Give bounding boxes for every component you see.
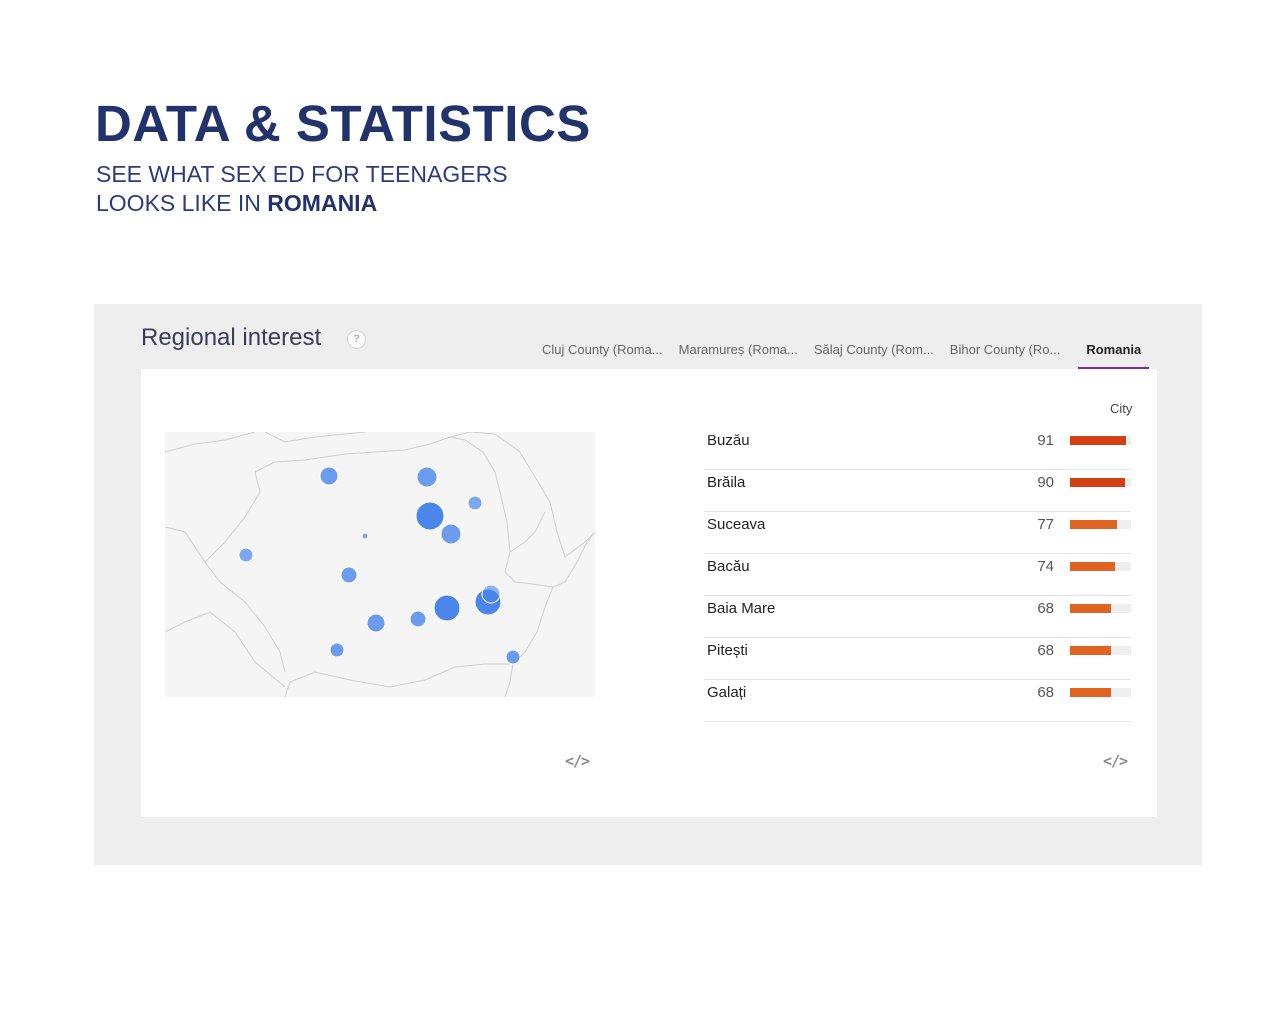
city-name: Buzău <box>707 432 750 449</box>
map-border-west-2 <box>204 561 286 673</box>
list-embed-icon[interactable]: </> <box>1103 752 1128 770</box>
bubble <box>366 613 386 633</box>
subtitle-line-1: SEE WHAT SEX ED FOR TEENAGERS <box>96 161 508 187</box>
tab-romania[interactable]: Romania <box>1078 332 1150 370</box>
city-value: 74 <box>1037 558 1054 575</box>
bubble <box>319 466 339 486</box>
region-tabs: Cluj County (Roma... Maramureș (Roma... … <box>534 332 1150 370</box>
city-bar <box>1070 478 1125 487</box>
city-bar-track <box>1070 478 1131 487</box>
city-name: Baia Mare <box>707 600 776 617</box>
map-svg <box>165 432 595 697</box>
help-icon[interactable]: ? <box>347 330 366 349</box>
regional-interest-panel: Regional interest ? Cluj County (Roma...… <box>94 304 1202 865</box>
bubble <box>415 501 445 531</box>
map-embed-icon[interactable]: </> <box>565 752 590 770</box>
bubble <box>329 642 345 658</box>
tab-cluj-county[interactable]: Cluj County (Roma... <box>542 342 663 357</box>
city-bar <box>1070 604 1112 613</box>
map-border-north-west <box>165 432 256 453</box>
city-row[interactable]: Baia Mare 68 <box>704 596 1131 638</box>
city-row[interactable]: Pitești 68 <box>704 638 1131 680</box>
city-bar-track <box>1070 436 1131 445</box>
city-value: 68 <box>1037 600 1054 617</box>
city-name: Bacău <box>707 558 750 575</box>
regional-interest-card: </> City Buzău 91 Brăila 90 Suceava 77 B… <box>141 369 1157 817</box>
city-row[interactable]: Brăila 90 <box>704 470 1131 512</box>
subtitle-country: ROMANIA <box>267 190 378 216</box>
list-header-city[interactable]: City <box>1110 401 1133 416</box>
map-border-west <box>204 471 261 563</box>
city-bar <box>1070 646 1112 655</box>
map-border-east <box>509 511 546 553</box>
city-row[interactable]: Bacău 74 <box>704 554 1131 596</box>
city-bar-track <box>1070 646 1131 655</box>
city-bar-track <box>1070 688 1131 697</box>
map-border-coast <box>552 531 595 588</box>
city-bar-track <box>1070 562 1131 571</box>
city-list: Buzău 91 Brăila 90 Suceava 77 Bacău 74 B… <box>704 428 1131 731</box>
city-name: Suceava <box>707 516 766 533</box>
bubbles <box>238 466 521 665</box>
city-bar <box>1070 520 1117 529</box>
bubble <box>440 523 462 545</box>
city-bar <box>1070 688 1112 697</box>
map-border-ukraine <box>264 432 366 443</box>
bubble <box>340 566 358 584</box>
subtitle-line-2-prefix: LOOKS LIKE IN <box>96 190 268 216</box>
city-row[interactable]: Suceava 77 <box>704 512 1131 554</box>
bubble <box>433 594 461 622</box>
city-value: 90 <box>1037 474 1054 491</box>
bubble <box>416 466 438 488</box>
panel-title: Regional interest <box>141 324 322 351</box>
city-bar <box>1070 436 1126 445</box>
romania-map[interactable] <box>165 432 595 697</box>
city-value: 68 <box>1037 684 1054 701</box>
city-row[interactable]: Buzău 91 <box>704 428 1131 470</box>
bubble <box>238 547 254 563</box>
bubble <box>505 649 521 665</box>
tab-maramures[interactable]: Maramureș (Roma... <box>678 342 798 357</box>
city-name: Galați <box>707 684 747 701</box>
map-border-romania <box>254 436 554 697</box>
map-border-south <box>284 663 510 697</box>
map-border-moldova <box>449 432 595 558</box>
city-value: 77 <box>1037 516 1054 533</box>
city-bar <box>1070 562 1116 571</box>
tab-bihor-county[interactable]: Bihor County (Ro... <box>949 342 1061 357</box>
city-row[interactable]: Galați 68 <box>704 680 1131 722</box>
map-border-serbia <box>165 611 286 688</box>
city-value: 91 <box>1037 432 1054 449</box>
bubble <box>481 584 501 604</box>
page-subtitle: SEE WHAT SEX ED FOR TEENAGERS LOOKS LIKE… <box>96 160 508 218</box>
bubble <box>409 610 427 628</box>
bubble <box>467 495 483 511</box>
tab-salaj-county[interactable]: Sălaj County (Rom... <box>813 342 934 357</box>
city-value: 68 <box>1037 642 1054 659</box>
city-name: Brăila <box>707 474 746 491</box>
page-title: DATA & STATISTICS <box>95 95 591 152</box>
city-bar-track <box>1070 520 1131 529</box>
city-bar-track <box>1070 604 1131 613</box>
city-name: Pitești <box>707 642 748 659</box>
bubble <box>361 532 369 540</box>
map-border-hungary <box>165 526 206 563</box>
